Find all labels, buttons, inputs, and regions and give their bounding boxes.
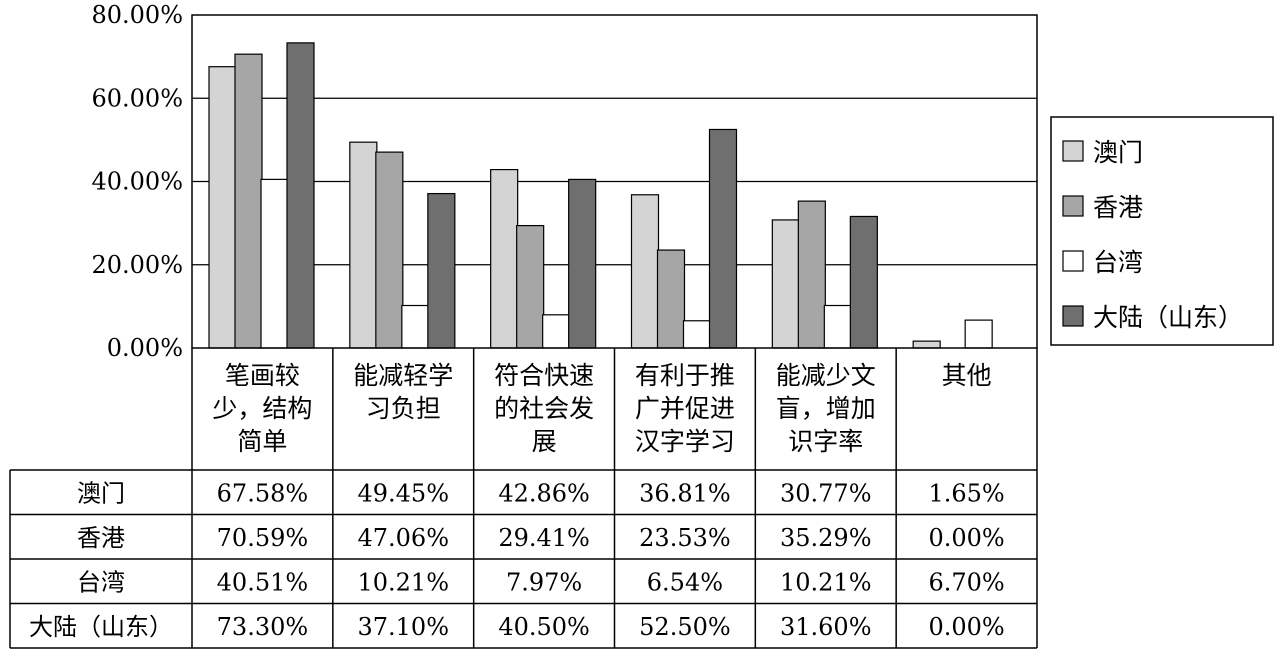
table-cell: 73.30% — [217, 613, 309, 641]
table-cell: 47.06% — [357, 524, 449, 552]
bar — [427, 192, 456, 349]
table-cell: 6.70% — [928, 568, 1004, 596]
table-cell: 40.51% — [217, 568, 309, 596]
table-cell: 31.60% — [780, 613, 872, 641]
bar — [516, 224, 545, 349]
table-cell: 10.21% — [357, 568, 449, 596]
category-label: 汉字学习 — [635, 427, 735, 456]
bar — [349, 141, 378, 349]
bar — [490, 168, 519, 349]
bar — [797, 200, 826, 349]
category-label: 能减轻学 — [353, 361, 453, 390]
table-cell: 0.00% — [928, 613, 1004, 641]
bar — [682, 320, 712, 349]
category-label: 少，结构 — [212, 394, 312, 423]
bar — [568, 178, 597, 349]
table-cell: 52.50% — [639, 613, 731, 641]
y-tick-label: 20.00% — [91, 251, 183, 279]
y-axis-tick-labels: 0.00% 20.00% 40.00% 60.00% 80.00% — [91, 1, 183, 362]
legend-label: 台湾 — [1093, 248, 1143, 277]
category-label: 其他 — [942, 361, 992, 390]
table-cell: 70.59% — [217, 524, 309, 552]
table-cell: 37.10% — [357, 613, 449, 641]
table-cell: 49.45% — [357, 479, 449, 507]
y-tick-label: 60.00% — [91, 84, 183, 112]
category-label: 笔画较 — [225, 361, 300, 390]
y-tick-label: 40.00% — [91, 168, 183, 196]
legend-box — [1050, 116, 1274, 346]
bar — [260, 178, 289, 349]
table-row-header: 香港 — [77, 524, 125, 552]
table-cell: 35.29% — [780, 524, 872, 552]
y-tick-label: 0.00% — [107, 334, 183, 362]
legend-label: 香港 — [1093, 193, 1143, 222]
table-cell: 42.86% — [498, 479, 590, 507]
bar — [542, 314, 571, 349]
legend-label: 大陆（山东） — [1093, 303, 1243, 332]
bar — [375, 151, 404, 349]
legend-label: 澳门 — [1093, 138, 1143, 167]
bar — [656, 249, 686, 349]
table-cell: 40.50% — [498, 613, 590, 641]
legend-swatch — [1062, 250, 1084, 272]
bar — [823, 304, 852, 349]
table-cell: 1.65% — [928, 479, 1004, 507]
bar — [208, 66, 237, 349]
table-row-header: 澳门 — [77, 479, 125, 507]
bar — [771, 219, 800, 349]
bar — [708, 128, 738, 349]
bar — [286, 42, 315, 349]
table-cell: 10.21% — [780, 568, 872, 596]
category-label: 盲，增加 — [776, 394, 876, 423]
category-label: 符合快速 — [494, 361, 594, 390]
table-cell: 23.53% — [639, 524, 731, 552]
bar — [401, 304, 430, 349]
table-cell: 67.58% — [217, 479, 309, 507]
table-row-header: 大陆（山东） — [29, 613, 173, 641]
table-cell: 29.41% — [498, 524, 590, 552]
bar — [630, 194, 660, 349]
table-cell: 36.81% — [639, 479, 731, 507]
table-cell: 30.77% — [780, 479, 872, 507]
data-table: 澳门 67.58% 49.45% 42.86% 36.81% 30.77% 1.65% 香港 7… — [9, 348, 1038, 649]
category-label: 有利于推 — [635, 361, 735, 390]
category-label: 习负担 — [366, 394, 441, 423]
table-cell: 7.97% — [506, 568, 582, 596]
category-label: 广并促进 — [635, 394, 735, 423]
table-cell: 0.00% — [928, 524, 1004, 552]
category-label: 的社会发 — [494, 394, 594, 423]
legend-swatch — [1062, 305, 1084, 327]
category-label: 简单 — [237, 427, 287, 456]
legend-swatch — [1062, 140, 1084, 162]
bar — [849, 215, 878, 349]
grid-layer — [192, 97, 1037, 266]
bars-layer — [208, 42, 993, 349]
table-row-header: 台湾 — [77, 568, 125, 596]
category-label: 识字率 — [788, 427, 863, 456]
table-cell: 6.54% — [647, 568, 723, 596]
bar — [964, 319, 993, 349]
y-tick-label: 80.00% — [91, 1, 183, 29]
bar — [234, 53, 263, 349]
legend-swatch — [1062, 195, 1084, 217]
bar — [912, 340, 941, 349]
category-label: 能减少文 — [776, 361, 876, 390]
category-label: 展 — [532, 427, 557, 456]
